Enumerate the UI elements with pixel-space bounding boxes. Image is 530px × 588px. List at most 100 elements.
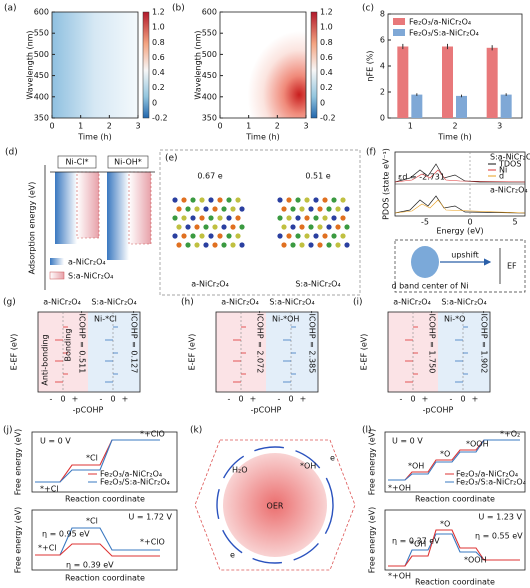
label: - — [278, 395, 281, 404]
atom — [230, 224, 236, 230]
label: 1.2 — [152, 8, 165, 17]
label: η = 0.55 eV — [475, 532, 523, 541]
label: -ICOHP = 0.127 — [130, 311, 139, 374]
bar — [486, 47, 498, 118]
label: - — [228, 395, 231, 404]
atom — [290, 206, 296, 212]
label: (j) — [3, 426, 13, 436]
atom — [277, 197, 283, 203]
label: OER — [267, 502, 284, 511]
atom — [344, 242, 350, 248]
atom — [335, 224, 341, 230]
label: 0 — [110, 395, 115, 404]
label: PDOS (state eV⁻¹) — [382, 148, 391, 220]
atom — [286, 197, 292, 203]
label: -ICOHP = 0.511 — [78, 311, 87, 374]
label: Free energy (eV) — [368, 507, 377, 574]
label: 350 — [34, 114, 49, 123]
label: + — [422, 395, 429, 404]
atom — [290, 224, 296, 230]
label: *+OH — [388, 572, 411, 581]
label: + — [122, 395, 129, 404]
label: EF — [507, 262, 517, 271]
atom — [317, 206, 323, 212]
label: Free energy (eV) — [368, 429, 377, 496]
label: a-NiCr₂O₄ — [68, 258, 106, 267]
label: U = 1.72 V — [129, 513, 173, 522]
label: S:a-NiCr₂O₄ — [295, 280, 340, 289]
label: 3 — [497, 122, 502, 131]
label: + — [472, 395, 479, 404]
label: Energy (eV) — [436, 227, 483, 236]
atom — [331, 197, 337, 203]
label: 0 — [410, 395, 415, 404]
label: Wavelength (nm) — [26, 30, 35, 99]
label: Anti-bonding — [41, 334, 50, 385]
bg — [88, 312, 140, 392]
label: 8 — [380, 10, 385, 19]
label: *Cl — [86, 517, 98, 526]
atom — [176, 206, 182, 212]
label: Fe₂O₃/S:a-NiCr₂O₄ — [409, 29, 479, 38]
label: 1 — [246, 122, 251, 131]
frame — [387, 311, 491, 393]
label: Time (h) — [245, 133, 279, 142]
label: Ni-*Cl — [94, 315, 117, 324]
atom — [281, 242, 287, 248]
atom — [277, 215, 283, 221]
atom — [217, 215, 223, 221]
atom — [203, 224, 209, 230]
atom — [313, 233, 319, 239]
label: a-NiCr₂O₄ — [393, 298, 431, 307]
label: 0.6 — [320, 53, 333, 62]
atom — [194, 242, 200, 248]
label: 450 — [202, 71, 217, 80]
label: Time (h) — [77, 133, 111, 142]
label: *OH — [300, 462, 316, 471]
atom — [335, 206, 341, 212]
label: e — [230, 551, 235, 560]
atom — [286, 215, 292, 221]
atom — [176, 224, 182, 230]
label: Reaction coordinate — [415, 495, 495, 504]
label: *OOH — [466, 440, 489, 449]
label: 0.8 — [152, 38, 165, 47]
label: E-EF (eV) — [10, 334, 19, 371]
atom — [230, 242, 236, 248]
label: Ni-Cl* — [66, 158, 89, 167]
label: 0.4 — [320, 68, 333, 77]
label: Reaction coordinate — [65, 574, 145, 583]
label: Wavelength (nm) — [194, 30, 203, 99]
atom — [203, 242, 209, 248]
atom — [326, 242, 332, 248]
label: (d) — [5, 148, 18, 158]
atom — [326, 224, 332, 230]
label: Ni — [499, 166, 507, 175]
label: Time (h) — [437, 133, 471, 142]
atom — [295, 197, 301, 203]
label: *+OH — [388, 484, 411, 493]
label: 0 — [60, 395, 65, 404]
label: 1 — [78, 122, 83, 131]
label: - — [100, 395, 103, 404]
atom — [239, 224, 245, 230]
label: (k) — [190, 426, 202, 436]
label: d band center of Ni — [391, 282, 468, 291]
label: 600 — [34, 8, 49, 17]
label: -ICOHP = 1.902 — [480, 311, 489, 374]
static-art — [31, 11, 526, 571]
label: 1.0 — [320, 23, 333, 32]
label: 0.4 — [152, 68, 165, 77]
label: + — [250, 395, 257, 404]
label: 550 — [202, 29, 217, 38]
atom — [212, 242, 218, 248]
label: 0 — [49, 122, 54, 131]
atom — [331, 233, 337, 239]
label: 1.2 — [320, 8, 333, 17]
atom — [308, 206, 314, 212]
label: U = 0 V — [40, 437, 71, 446]
label: a-NiCr₂O₄ — [221, 298, 259, 307]
atom — [203, 206, 209, 212]
bar — [397, 46, 409, 118]
atom — [208, 233, 214, 239]
